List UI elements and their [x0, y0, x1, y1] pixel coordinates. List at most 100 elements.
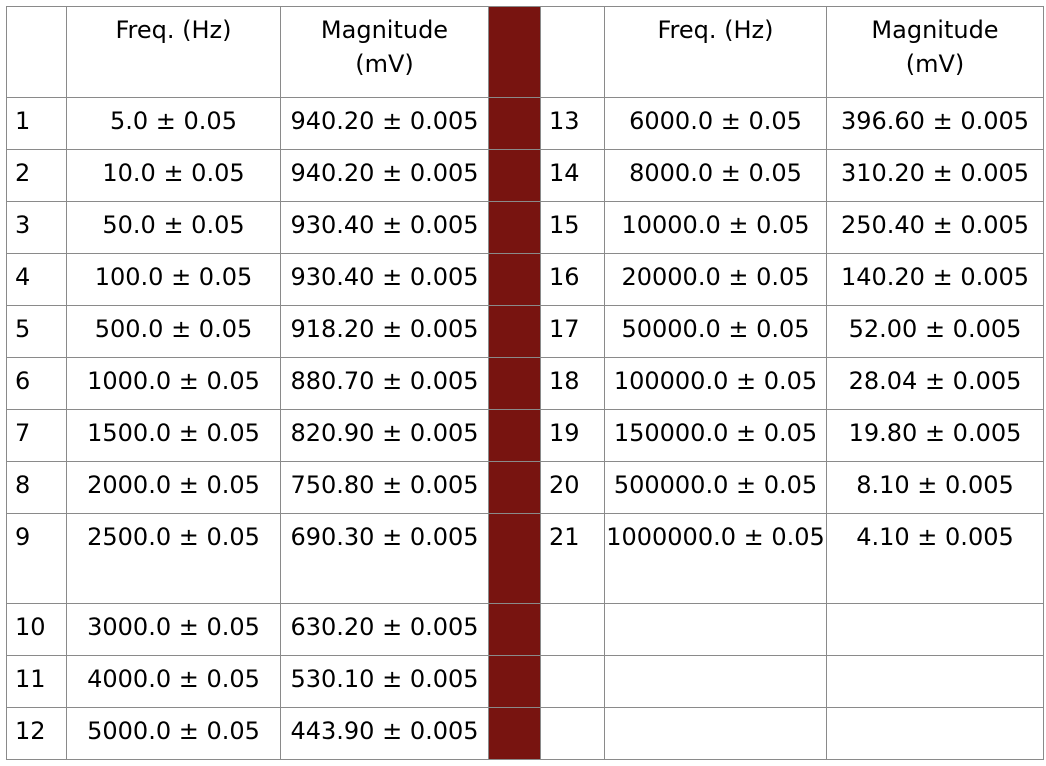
- magnitude-cell: 930.40 ± 0.005: [280, 201, 489, 254]
- separator-column: [488, 149, 541, 202]
- frequency-cell: 2500.0 ± 0.05: [66, 513, 281, 604]
- separator-column: [488, 461, 541, 514]
- frequency-cell: 1500.0 ± 0.05: [66, 409, 281, 462]
- magnitude-cell: 690.30 ± 0.005: [280, 513, 489, 604]
- magnitude-cell: 396.60 ± 0.005: [826, 97, 1044, 150]
- frequency-cell: 3000.0 ± 0.05: [66, 603, 281, 656]
- table-row: 10 3000.0 ± 0.05 630.20 ± 0.005: [6, 603, 1044, 656]
- empty-cell: [540, 603, 605, 656]
- separator-column: [488, 357, 541, 410]
- frequency-cell: 1000000.0 ± 0.05: [604, 513, 827, 604]
- frequency-cell: 5000.0 ± 0.05: [66, 707, 281, 760]
- row-index: 19: [540, 409, 605, 462]
- frequency-cell: 1000.0 ± 0.05: [66, 357, 281, 410]
- empty-cell: [604, 707, 827, 760]
- separator-column: [488, 655, 541, 708]
- magnitude-cell: 940.20 ± 0.005: [280, 149, 489, 202]
- row-index: 9: [6, 513, 67, 604]
- frequency-cell: 500.0 ± 0.05: [66, 305, 281, 358]
- row-index: 13: [540, 97, 605, 150]
- row-index: 15: [540, 201, 605, 254]
- frequency-cell: 6000.0 ± 0.05: [604, 97, 827, 150]
- frequency-cell: 10000.0 ± 0.05: [604, 201, 827, 254]
- row-index: 14: [540, 149, 605, 202]
- frequency-cell: 100000.0 ± 0.05: [604, 357, 827, 410]
- row-index: 1: [6, 97, 67, 150]
- separator-column: [488, 603, 541, 656]
- magnitude-cell: 28.04 ± 0.005: [826, 357, 1044, 410]
- header-magnitude-left: Magnitude (mV): [280, 6, 489, 98]
- row-index: 18: [540, 357, 605, 410]
- header-freq-right: Freq. (Hz): [604, 6, 827, 98]
- magnitude-cell: 918.20 ± 0.005: [280, 305, 489, 358]
- header-magnitude-left-line1: Magnitude: [320, 16, 449, 44]
- magnitude-cell: 310.20 ± 0.005: [826, 149, 1044, 202]
- header-magnitude-right-line1: Magnitude: [871, 16, 999, 44]
- separator-column: [488, 513, 541, 604]
- frequency-cell: 4000.0 ± 0.05: [66, 655, 281, 708]
- frequency-cell: 2000.0 ± 0.05: [66, 461, 281, 514]
- row-index: 5: [6, 305, 67, 358]
- magnitude-cell: 140.20 ± 0.005: [826, 253, 1044, 306]
- header-freq-left: Freq. (Hz): [66, 6, 281, 98]
- magnitude-cell: 19.80 ± 0.005: [826, 409, 1044, 462]
- row-index: 8: [6, 461, 67, 514]
- magnitude-cell: 52.00 ± 0.005: [826, 305, 1044, 358]
- table-row: 2 10.0 ± 0.05 940.20 ± 0.005 14 8000.0 ±…: [6, 149, 1044, 202]
- separator-column: [488, 97, 541, 150]
- empty-cell: [826, 707, 1044, 760]
- magnitude-cell: 930.40 ± 0.005: [280, 253, 489, 306]
- row-index: 3: [6, 201, 67, 254]
- table-row: 11 4000.0 ± 0.05 530.10 ± 0.005: [6, 655, 1044, 708]
- empty-cell: [826, 603, 1044, 656]
- magnitude-cell: 820.90 ± 0.005: [280, 409, 489, 462]
- frequency-cell: 10.0 ± 0.05: [66, 149, 281, 202]
- frequency-cell: 50000.0 ± 0.05: [604, 305, 827, 358]
- table-row: 5 500.0 ± 0.05 918.20 ± 0.005 17 50000.0…: [6, 305, 1044, 358]
- row-index: 2: [6, 149, 67, 202]
- magnitude-cell: 750.80 ± 0.005: [280, 461, 489, 514]
- empty-cell: [604, 655, 827, 708]
- empty-cell: [540, 655, 605, 708]
- empty-cell: [540, 707, 605, 760]
- row-index: 21: [540, 513, 605, 604]
- frequency-cell: 5.0 ± 0.05: [66, 97, 281, 150]
- frequency-magnitude-table: Freq. (Hz) Magnitude (mV) Freq. (Hz) Magn…: [6, 6, 1044, 760]
- row-index: 16: [540, 253, 605, 306]
- magnitude-cell: 8.10 ± 0.005: [826, 461, 1044, 514]
- magnitude-cell: 530.10 ± 0.005: [280, 655, 489, 708]
- separator-column: [488, 201, 541, 254]
- header-magnitude-left-line2: (mV): [355, 50, 414, 78]
- row-index: 10: [6, 603, 67, 656]
- separator-column: [488, 6, 541, 98]
- table-row: 6 1000.0 ± 0.05 880.70 ± 0.005 18 100000…: [6, 357, 1044, 410]
- header-index-left: [6, 6, 67, 98]
- header-magnitude-right: Magnitude (mV): [826, 6, 1044, 98]
- header-row: Freq. (Hz) Magnitude (mV) Freq. (Hz) Magn…: [6, 6, 1044, 98]
- row-index: 7: [6, 409, 67, 462]
- separator-column: [488, 253, 541, 306]
- magnitude-cell: 4.10 ± 0.005: [826, 513, 1044, 604]
- empty-cell: [826, 655, 1044, 708]
- table-row: 9 2500.0 ± 0.05 690.30 ± 0.005 21 100000…: [6, 513, 1044, 604]
- row-index: 17: [540, 305, 605, 358]
- row-index: 4: [6, 253, 67, 306]
- row-index: 12: [6, 707, 67, 760]
- frequency-cell: 8000.0 ± 0.05: [604, 149, 827, 202]
- separator-column: [488, 707, 541, 760]
- table-row: 1 5.0 ± 0.05 940.20 ± 0.005 13 6000.0 ± …: [6, 97, 1044, 150]
- frequency-cell: 100.0 ± 0.05: [66, 253, 281, 306]
- header-index-right: [540, 6, 605, 98]
- frequency-cell: 150000.0 ± 0.05: [604, 409, 827, 462]
- table-row: 12 5000.0 ± 0.05 443.90 ± 0.005: [6, 707, 1044, 760]
- frequency-cell: 50.0 ± 0.05: [66, 201, 281, 254]
- frequency-cell: 500000.0 ± 0.05: [604, 461, 827, 514]
- magnitude-cell: 940.20 ± 0.005: [280, 97, 489, 150]
- table-row: 4 100.0 ± 0.05 930.40 ± 0.005 16 20000.0…: [6, 253, 1044, 306]
- row-index: 11: [6, 655, 67, 708]
- table-row: 8 2000.0 ± 0.05 750.80 ± 0.005 20 500000…: [6, 461, 1044, 514]
- magnitude-cell: 630.20 ± 0.005: [280, 603, 489, 656]
- frequency-cell: 20000.0 ± 0.05: [604, 253, 827, 306]
- magnitude-cell: 250.40 ± 0.005: [826, 201, 1044, 254]
- magnitude-cell: 880.70 ± 0.005: [280, 357, 489, 410]
